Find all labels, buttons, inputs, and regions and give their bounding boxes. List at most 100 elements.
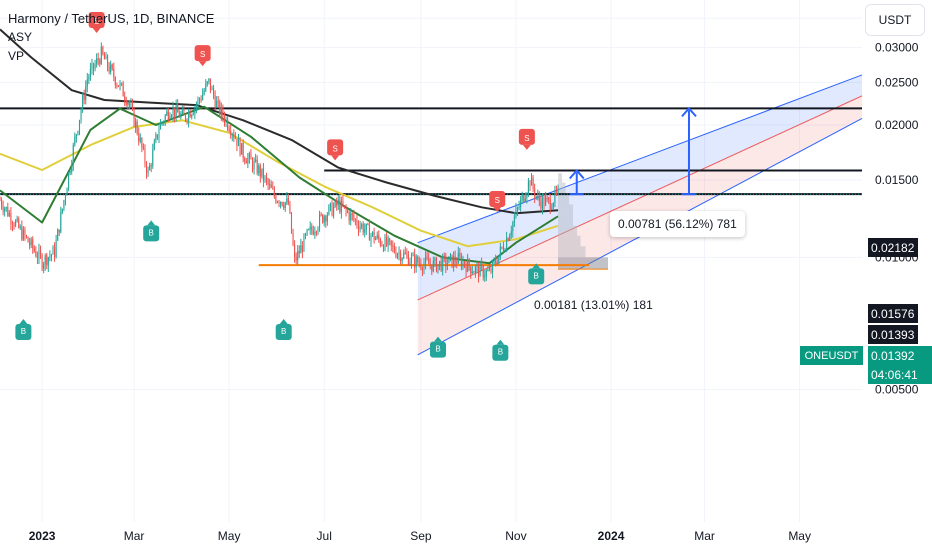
buy-signal-pointer xyxy=(147,220,156,226)
candle-body xyxy=(432,260,434,272)
candle-body xyxy=(223,116,226,123)
candle-body xyxy=(530,177,533,186)
candle-body xyxy=(439,260,441,265)
candle-body xyxy=(16,218,18,221)
candle-body xyxy=(113,68,115,78)
candle-body xyxy=(460,256,462,267)
candle-body xyxy=(342,200,344,207)
candle-body xyxy=(161,122,163,124)
candle-body xyxy=(495,260,497,264)
candle-body xyxy=(354,219,356,221)
candle-body xyxy=(247,157,249,164)
candle-body xyxy=(537,195,539,197)
candle-body xyxy=(451,254,453,267)
candle-body xyxy=(22,229,24,240)
candle-body xyxy=(396,253,399,257)
candle-body xyxy=(214,95,216,108)
symbol-title[interactable]: Harmony / TetherUS, 1D, BINANCE xyxy=(8,11,215,26)
candle-body xyxy=(250,153,252,160)
candle-body xyxy=(453,256,455,267)
candle-body xyxy=(72,144,74,165)
candle-body xyxy=(406,253,408,255)
indicator-vp[interactable]: VP xyxy=(8,49,25,63)
volume-profile-bar xyxy=(558,235,581,247)
sell-signal-label: S xyxy=(332,144,337,153)
candle-body xyxy=(75,134,77,137)
candle-body xyxy=(440,260,442,271)
candle-body xyxy=(404,252,406,254)
candle-body xyxy=(328,205,330,215)
candle-body xyxy=(301,245,303,252)
measurement-arrows xyxy=(568,106,697,196)
time-axis-label: Mar xyxy=(124,529,145,543)
candle-body xyxy=(414,254,416,268)
candle-body xyxy=(29,242,31,246)
time-axis-label: Mar xyxy=(694,529,715,543)
candle-body xyxy=(552,203,554,208)
indicator-asy[interactable]: ASY xyxy=(8,30,33,44)
sell-signal-label: S xyxy=(94,17,99,26)
candle-body xyxy=(66,188,68,196)
candle-body xyxy=(337,200,339,206)
candle-body xyxy=(203,90,205,94)
candle-body xyxy=(209,78,211,91)
candle-body xyxy=(172,107,174,116)
candle-body xyxy=(63,200,65,209)
candle-body xyxy=(509,235,511,241)
candle-body xyxy=(258,165,260,174)
candle-body xyxy=(534,188,536,197)
buy-signal-label: B xyxy=(498,348,503,357)
candle-body xyxy=(421,268,423,271)
candle-body xyxy=(158,129,160,138)
sell-signal-pointer xyxy=(331,155,340,161)
candle-body xyxy=(498,255,500,264)
candle-body xyxy=(370,234,372,241)
candle-body xyxy=(326,214,328,222)
time-axis-label: 2024 xyxy=(598,529,625,543)
candle-body xyxy=(202,93,204,100)
candle-body xyxy=(234,137,236,139)
candle-body xyxy=(467,259,469,272)
buy-signal-label: B xyxy=(21,327,26,336)
candle-body xyxy=(10,213,12,224)
candle-body xyxy=(262,168,264,181)
sell-signal: S xyxy=(194,45,211,67)
volume-profile-bar xyxy=(558,204,574,215)
candle-body xyxy=(116,85,118,87)
candle-body xyxy=(153,141,155,150)
candle-body xyxy=(513,216,515,223)
candle-body xyxy=(515,209,517,217)
candle-body xyxy=(549,199,551,210)
candle-body xyxy=(136,121,138,134)
candle-body xyxy=(479,263,481,277)
candle-body xyxy=(322,214,324,223)
candle-body xyxy=(198,98,201,100)
candle-body xyxy=(384,236,386,251)
candle-body xyxy=(373,231,375,240)
candle-body xyxy=(166,111,168,116)
candle-body xyxy=(167,111,169,119)
candle-body xyxy=(551,207,553,210)
candle-body xyxy=(424,256,427,264)
candle-body xyxy=(526,193,528,199)
candle-body xyxy=(130,104,132,106)
candle-body xyxy=(347,210,349,213)
candle-body xyxy=(368,224,370,241)
candle-body xyxy=(401,258,403,262)
candle-body xyxy=(437,264,439,272)
candle-body xyxy=(333,206,335,216)
candle-body xyxy=(470,266,472,274)
candle-body xyxy=(177,105,179,113)
buy-signal-box xyxy=(15,323,32,340)
buy-signal-pointer xyxy=(19,318,28,324)
volume-profile-bar xyxy=(558,173,563,183)
measure-arrow-head xyxy=(568,168,585,180)
volume-profile xyxy=(558,173,609,270)
candle-body xyxy=(82,95,84,111)
candle-body xyxy=(170,115,173,117)
candle-body xyxy=(459,252,461,257)
currency-button[interactable]: USDT xyxy=(865,4,925,36)
candle-body xyxy=(64,195,67,201)
candle-body xyxy=(415,256,417,268)
